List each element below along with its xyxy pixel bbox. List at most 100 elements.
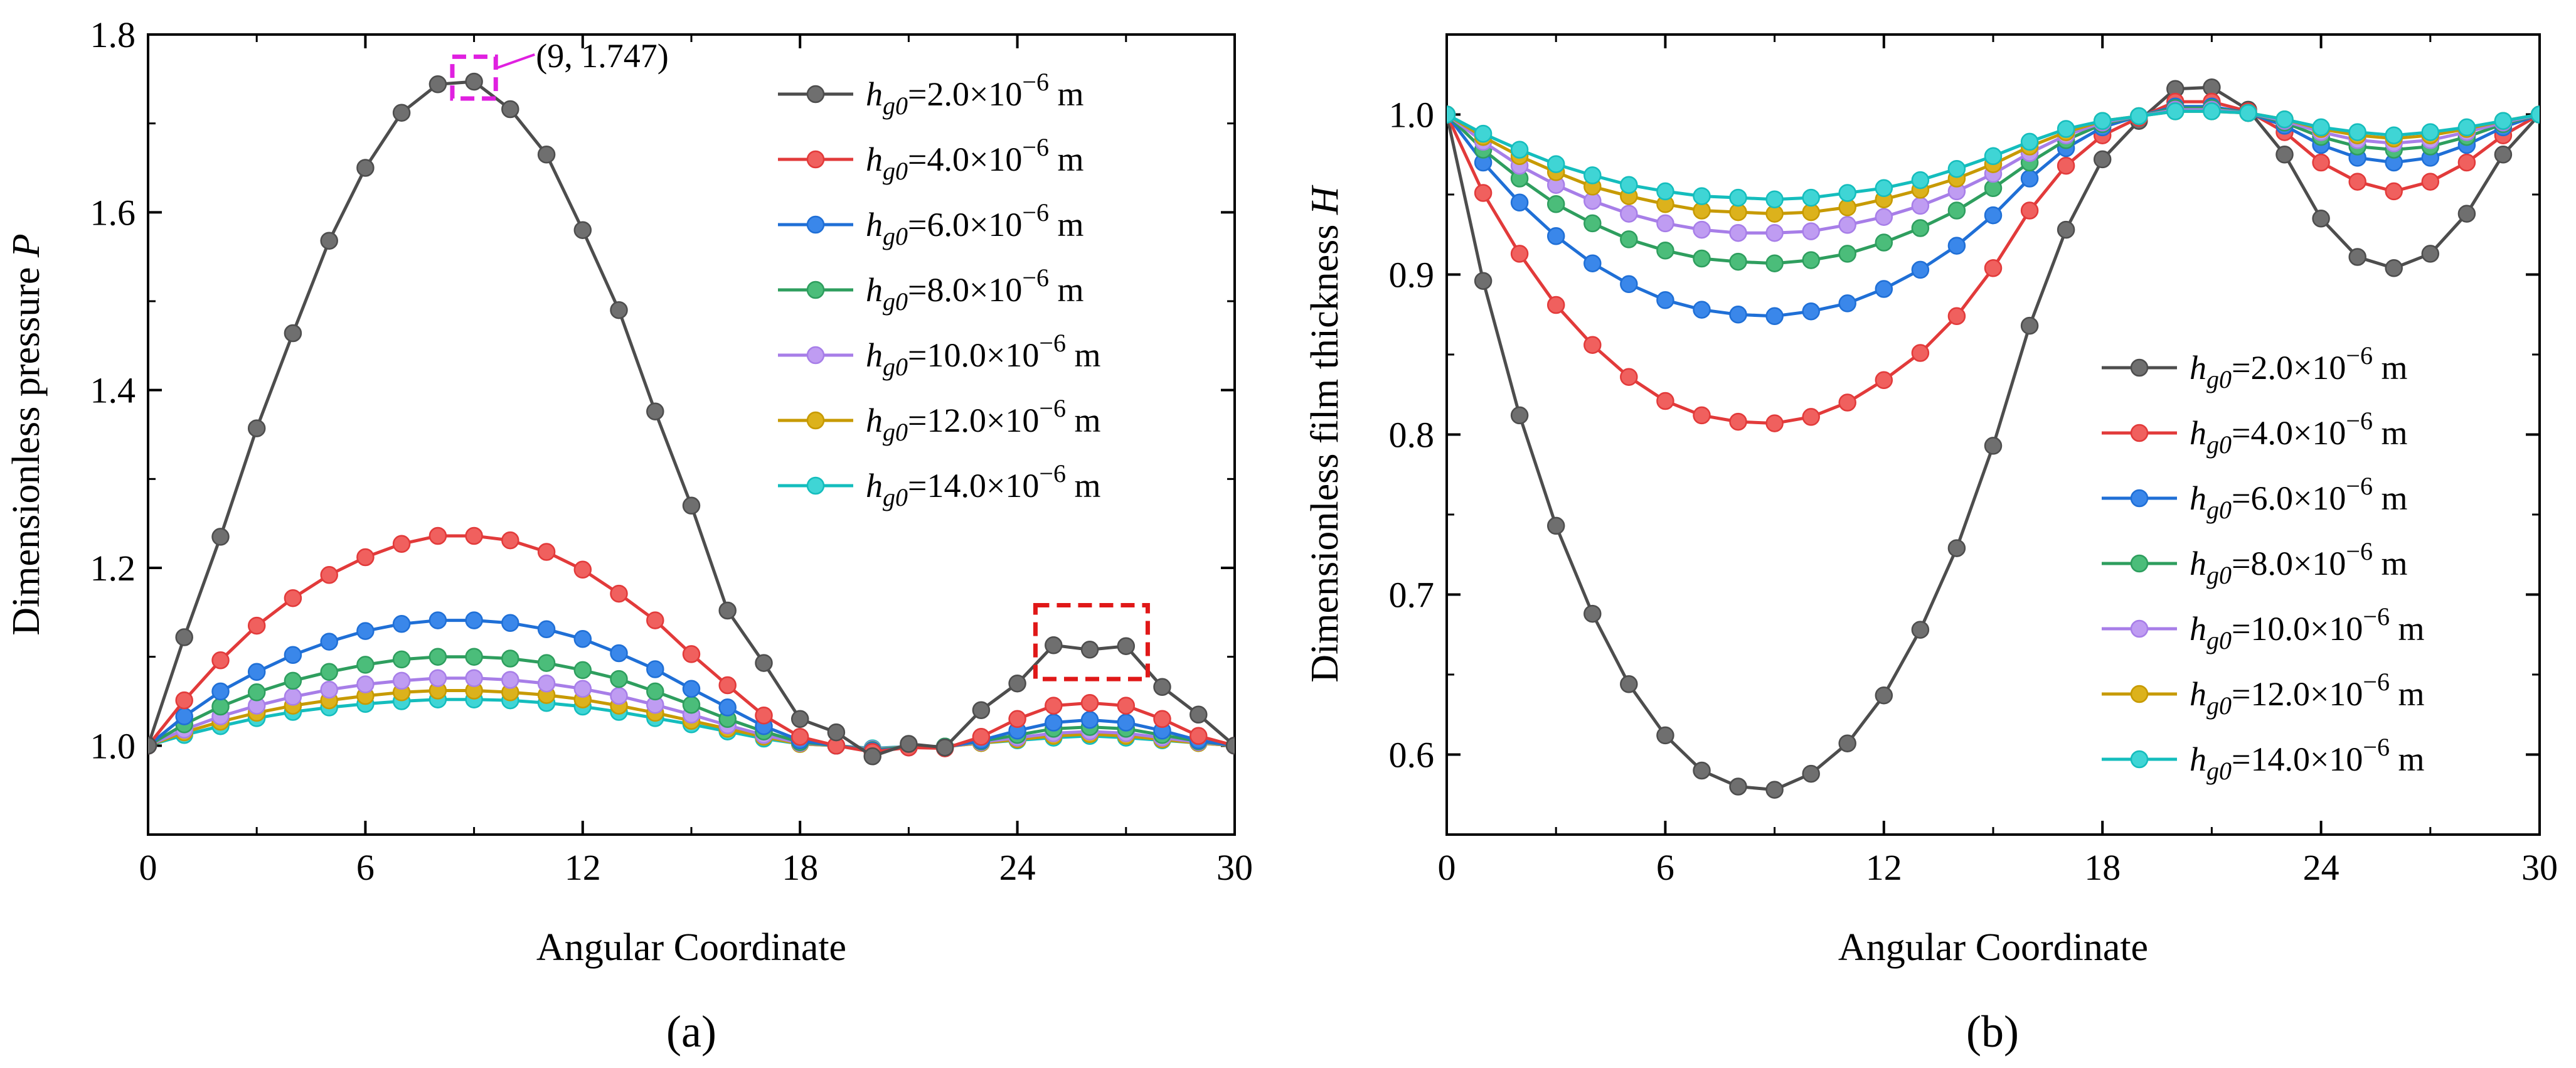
legend-exponent: −6	[2346, 472, 2373, 500]
data-point	[501, 649, 519, 668]
data-point	[1947, 201, 1966, 220]
data-point	[2312, 118, 2330, 137]
data-point	[790, 710, 809, 729]
data-point	[1225, 737, 1235, 755]
data-point	[1947, 159, 1966, 178]
data-point	[1190, 727, 1208, 745]
legend-exponent: −6	[1039, 459, 1066, 488]
data-point	[428, 611, 447, 629]
data-point	[356, 548, 375, 567]
data-point	[1729, 412, 1747, 431]
data-point	[1620, 230, 1638, 248]
y-tick-label: 1.0	[90, 725, 136, 766]
data-point	[2093, 112, 2112, 130]
data-point	[392, 104, 411, 122]
data-point	[2093, 150, 2112, 169]
data-point	[392, 535, 411, 553]
data-point	[1546, 296, 1565, 314]
data-point	[573, 661, 592, 680]
data-point	[1765, 254, 1784, 272]
data-point	[1447, 105, 1456, 124]
legend-unit: m	[2373, 414, 2408, 452]
legend-exponent: −6	[1022, 264, 1049, 292]
y-tick-label: 1.8	[90, 14, 136, 55]
legend-value: =10.0×10	[908, 336, 1039, 374]
x-axis: 0 6 12 18 24 30	[139, 35, 1253, 888]
legend-item: hg0=12.0×10−6 m	[2102, 668, 2425, 720]
data-point	[465, 669, 483, 687]
legend-symbol: h	[2190, 740, 2206, 778]
data-point	[284, 688, 302, 706]
data-point	[2275, 110, 2294, 129]
legend-label: hg0=14.0×10−6 m	[866, 459, 1101, 511]
y-axis-label-text: Dimensionless film thickness	[1304, 215, 1346, 683]
data-point	[1510, 193, 1529, 212]
legend-symbol: h	[866, 467, 883, 505]
data-point	[1510, 245, 1529, 263]
x-tick-label: 18	[782, 847, 818, 888]
data-point	[2312, 210, 2330, 228]
data-point	[284, 646, 302, 665]
legend-exponent: −6	[2363, 602, 2390, 631]
data-point	[2385, 182, 2403, 201]
legend-value: =6.0×10	[2232, 479, 2346, 517]
legend-marker	[806, 411, 825, 430]
legend-unit: m	[2390, 740, 2425, 778]
panel-label: (a)	[666, 1007, 716, 1057]
legend-label: hg0=10.0×10−6 m	[2190, 602, 2425, 654]
data-point	[2020, 169, 2039, 188]
legend-symbol: h	[866, 141, 883, 178]
data-point	[465, 648, 483, 666]
legend-label: hg0=12.0×10−6 m	[2190, 668, 2425, 720]
data-point	[1693, 220, 1711, 239]
legend-symbol: h	[2190, 414, 2206, 452]
data-point	[465, 611, 483, 629]
data-point	[1656, 214, 1674, 233]
data-point	[247, 683, 266, 702]
legend-marker	[806, 85, 825, 104]
data-point	[284, 589, 302, 607]
data-point	[2457, 153, 2476, 172]
legend-marker	[806, 215, 825, 234]
data-point	[1729, 252, 1747, 271]
x-tick-label: 12	[1866, 847, 1902, 888]
legend-value: =14.0×10	[2232, 740, 2363, 778]
legend-exponent: −6	[1022, 198, 1049, 227]
legend-label: hg0=4.0×10−6 m	[2190, 407, 2408, 459]
data-point	[682, 496, 701, 515]
data-point	[1656, 291, 1674, 309]
data-point	[1583, 254, 1602, 272]
data-point	[718, 676, 737, 695]
legend-item: hg0=2.0×10−6 m	[2102, 341, 2408, 393]
data-point	[1838, 734, 1856, 752]
x-tick-label: 18	[2084, 847, 2121, 888]
data-point	[247, 419, 266, 437]
data-point	[2275, 146, 2294, 164]
y-tick-label: 0.9	[1389, 255, 1435, 296]
data-point	[320, 566, 338, 584]
x-axis-label: Angular Coordinate	[1838, 926, 2148, 969]
legend-exponent: −6	[2346, 407, 2373, 435]
data-point	[2457, 205, 2476, 223]
legend-subscript: g0	[883, 222, 908, 250]
y-tick-label: 0.6	[1389, 735, 1435, 776]
y-axis-label: Dimensionless pressure P	[5, 233, 48, 636]
legend-subscript: g0	[883, 418, 908, 446]
legend-item: hg0=8.0×10−6 m	[778, 264, 1084, 316]
data-point	[1911, 621, 1930, 639]
data-point	[1583, 214, 1602, 233]
data-point	[320, 633, 338, 651]
data-point	[646, 682, 664, 701]
data-point	[501, 100, 519, 119]
legend-subscript: g0	[883, 287, 908, 316]
data-point	[1984, 259, 2003, 277]
data-point	[900, 735, 918, 753]
data-point	[2020, 132, 2039, 151]
data-point	[1656, 726, 1674, 745]
data-point	[501, 531, 519, 550]
data-point	[935, 738, 954, 757]
data-point	[1729, 188, 1747, 207]
data-point	[1583, 166, 1602, 184]
legend-marker	[2130, 750, 2149, 769]
